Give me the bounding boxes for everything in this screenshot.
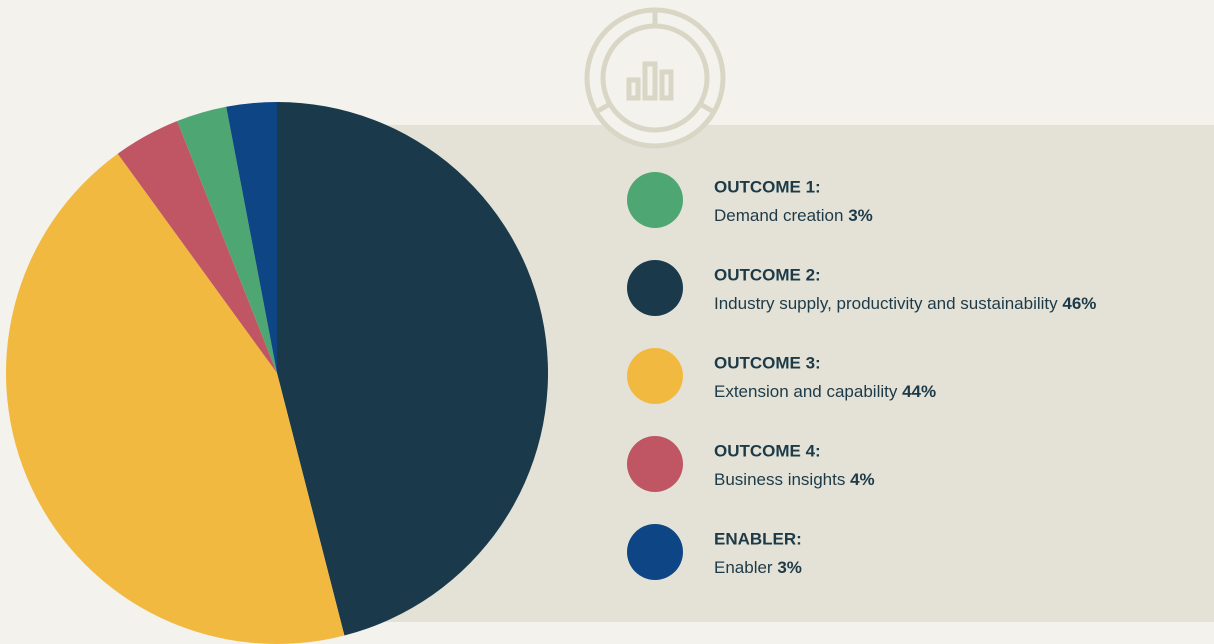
legend-description: Business insights 4% bbox=[714, 470, 875, 489]
legend-swatch bbox=[627, 524, 683, 580]
legend-text: Business insights bbox=[714, 470, 845, 489]
legend-swatch bbox=[627, 436, 683, 492]
pie-slice bbox=[226, 102, 277, 373]
legend-description: Enabler 3% bbox=[714, 558, 802, 577]
legend-value: 46% bbox=[1062, 294, 1096, 313]
legend-value: 44% bbox=[902, 382, 936, 401]
legend-description: Demand creation 3% bbox=[714, 206, 873, 225]
icon bbox=[584, 7, 726, 149]
legend-title: OUTCOME 3: bbox=[714, 353, 821, 372]
legend-swatch bbox=[627, 172, 683, 228]
legend-description: Industry supply, productivity and sustai… bbox=[714, 294, 1096, 313]
legend-text: Enabler bbox=[714, 558, 773, 577]
pie-slice bbox=[177, 106, 277, 373]
legend-text: Demand creation bbox=[714, 206, 843, 225]
legend-title: OUTCOME 2: bbox=[714, 265, 821, 284]
legend-title: ENABLER: bbox=[714, 529, 802, 548]
pie-slice bbox=[6, 153, 345, 644]
legend-value: 3% bbox=[777, 558, 802, 577]
legend-swatch bbox=[627, 260, 683, 316]
pie-slice bbox=[117, 121, 277, 373]
legend-title: OUTCOME 4: bbox=[714, 441, 821, 460]
legend-value: 3% bbox=[848, 206, 873, 225]
legend-value: 4% bbox=[850, 470, 875, 489]
legend-description: Extension and capability 44% bbox=[714, 382, 936, 401]
legend-text: Industry supply, productivity and sustai… bbox=[714, 294, 1058, 313]
legend-title: OUTCOME 1: bbox=[714, 177, 821, 196]
legend-swatch bbox=[627, 348, 683, 404]
legend-text: Extension and capability bbox=[714, 382, 898, 401]
pie-slice bbox=[277, 102, 548, 636]
